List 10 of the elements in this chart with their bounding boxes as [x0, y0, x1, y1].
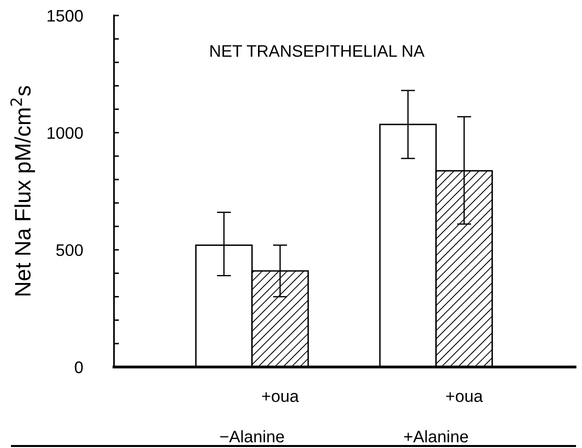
y-tick-label: 1500	[48, 10, 83, 22]
y-tick-label: 0	[74, 361, 83, 374]
x-tick-label: +Alanine	[404, 430, 468, 442]
y-tick-label: 500	[56, 244, 83, 256]
y-axis-title: Net Na Flux pM/cm$^{2}$s	[10, 86, 36, 296]
text: NET TRANSEPITHELIAL NA	[210, 45, 425, 57]
y-tick-label: 1000	[48, 127, 83, 139]
x-tick-label: −Alanine	[220, 430, 284, 442]
text: +oua	[446, 392, 483, 402]
series-label: +oua	[262, 392, 299, 402]
